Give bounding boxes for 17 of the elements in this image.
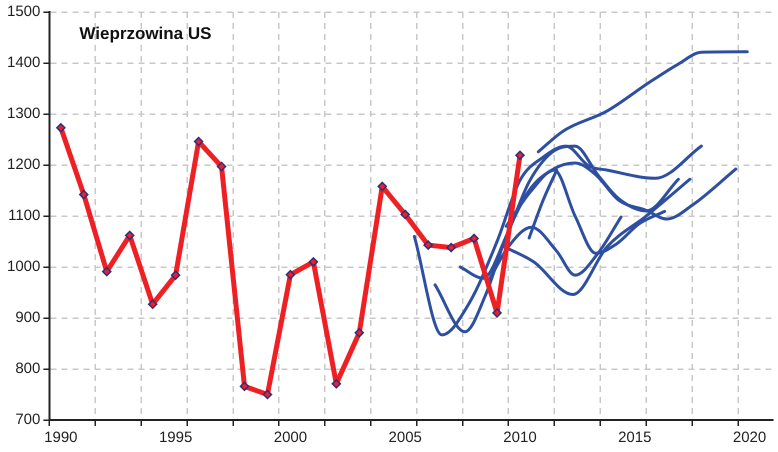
x-tick-label: 1995 [158, 429, 192, 446]
x-tick-label: 2020 [732, 429, 766, 446]
y-tick-label: 1400 [6, 54, 40, 72]
y-tick-label: 1200 [6, 156, 40, 174]
y-tick-label: 800 [15, 360, 40, 378]
x-tick-label: 2000 [274, 429, 308, 446]
y-tick-label: 1100 [8, 207, 40, 224]
y-tick-label: 1500 [6, 3, 40, 20]
x-tick-label: 2015 [618, 429, 652, 446]
y-tick-label: 1000 [6, 258, 40, 276]
text: Wieprzowina US [79, 24, 212, 44]
x-tick-label: 2010 [503, 429, 537, 446]
y-tick-label: 1300 [6, 105, 40, 122]
y-tick-label: 900 [15, 309, 40, 326]
y-tick-label: 700 [15, 411, 40, 428]
x-tick-label: 1990 [44, 429, 78, 446]
x-tick-label: 2005 [388, 429, 422, 446]
